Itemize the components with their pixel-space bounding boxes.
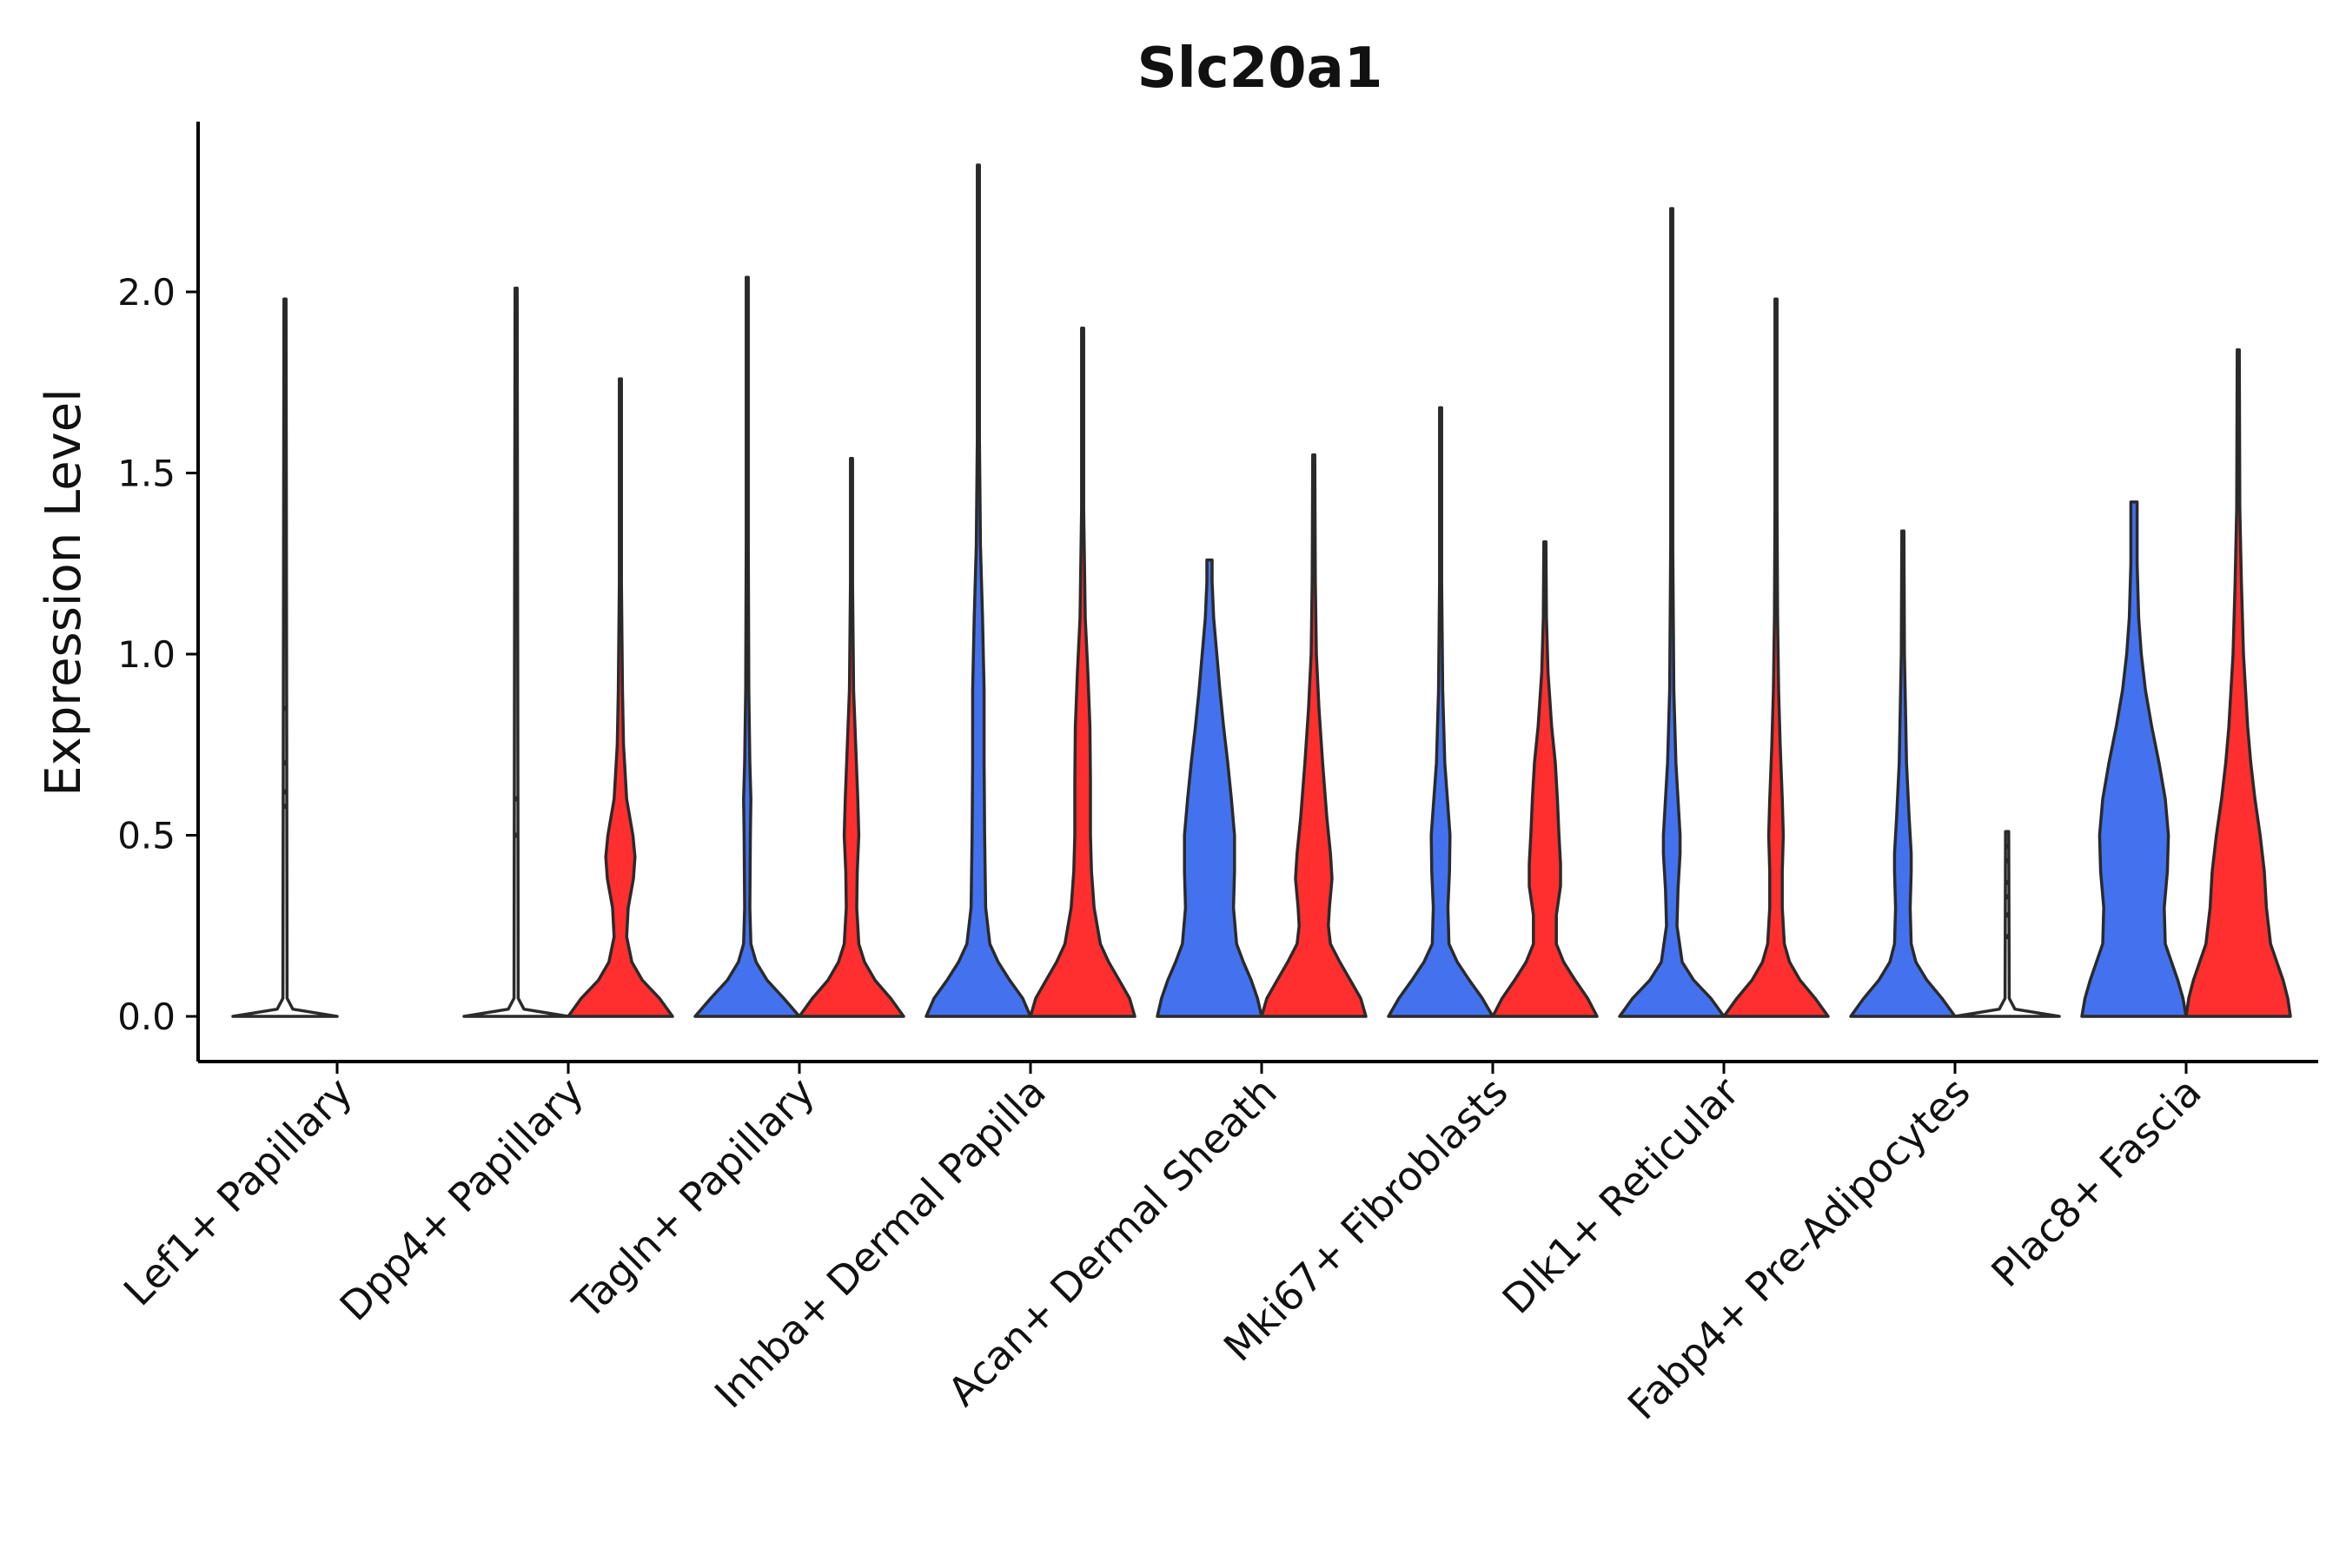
data-point bbox=[282, 705, 288, 711]
chart-title: Slc20a1 bbox=[1137, 36, 1383, 101]
x-tick-label: Lef1+ Papillary bbox=[115, 1068, 361, 1315]
y-tick-label: 0.0 bbox=[117, 996, 176, 1038]
violin-9-group-2 bbox=[2184, 347, 2292, 1018]
violin-shape bbox=[693, 275, 801, 1018]
data-point bbox=[2005, 894, 2010, 900]
data-point bbox=[2005, 857, 2010, 863]
data-point bbox=[514, 796, 519, 802]
x-tick-label: Tagln+ Papillary bbox=[563, 1068, 824, 1329]
violin-shape bbox=[1387, 406, 1494, 1018]
violin-shape bbox=[462, 287, 570, 1018]
violin-shape bbox=[924, 163, 1032, 1018]
violin-7-group-2 bbox=[1722, 297, 1830, 1018]
violin-shape bbox=[2184, 347, 2292, 1018]
violin-8-group-2 bbox=[1953, 830, 2061, 1018]
data-point bbox=[2005, 879, 2010, 885]
data-point bbox=[2005, 934, 2010, 940]
violin-shape bbox=[1029, 326, 1137, 1018]
x-tick-label: Plac8+ Fascia bbox=[1982, 1068, 2210, 1296]
y-tick-label: 0.5 bbox=[117, 815, 176, 857]
violin-shape bbox=[1618, 207, 1726, 1018]
violin-5-group-2 bbox=[1260, 453, 1368, 1018]
violin-shape bbox=[1849, 529, 1957, 1018]
y-tick-label: 1.0 bbox=[117, 633, 176, 676]
violin-1-group-1 bbox=[231, 297, 339, 1018]
violin-3-group-2 bbox=[798, 457, 905, 1018]
violin-2-group-1 bbox=[462, 287, 570, 1018]
axes-layer bbox=[196, 122, 2318, 1063]
violin-shape bbox=[1953, 830, 2061, 1018]
data-point bbox=[2005, 912, 2010, 918]
y-axis-label: Expression Level bbox=[36, 388, 92, 797]
data-point bbox=[282, 760, 288, 766]
y-tick-label: 2.0 bbox=[117, 271, 176, 314]
violin-4-group-2 bbox=[1029, 326, 1137, 1018]
violin-4-group-1 bbox=[924, 163, 1032, 1018]
violin-3-group-1 bbox=[693, 275, 801, 1018]
violin-shape bbox=[1260, 453, 1368, 1018]
violin-shape bbox=[2080, 500, 2188, 1018]
violin-shape bbox=[1722, 297, 1830, 1018]
y-tick-label: 1.5 bbox=[117, 453, 176, 495]
violin-8-group-1 bbox=[1849, 529, 1957, 1018]
x-tick-label: Dlk1+ Reticular bbox=[1494, 1068, 1748, 1323]
violin-2-group-2 bbox=[567, 377, 674, 1018]
data-point bbox=[282, 789, 288, 795]
y-ticks: 0.0 0.5 1.0 1.5 2.0 bbox=[117, 271, 198, 1038]
x-tick-label: Dpp4+ Papillary bbox=[331, 1068, 593, 1330]
violin-shape bbox=[567, 377, 674, 1018]
violin-5-group-1 bbox=[1156, 558, 1263, 1018]
violin-shape bbox=[231, 297, 339, 1018]
violin-9-group-1 bbox=[2080, 500, 2188, 1018]
data-point bbox=[282, 804, 288, 810]
violin-shape bbox=[1156, 558, 1263, 1018]
violins-layer bbox=[231, 163, 2292, 1018]
violin-6-group-1 bbox=[1387, 406, 1494, 1018]
data-point bbox=[514, 832, 519, 838]
data-point bbox=[2005, 844, 2010, 850]
violin-6-group-2 bbox=[1491, 539, 1599, 1018]
violin-7-group-1 bbox=[1618, 207, 1726, 1018]
violin-shape bbox=[798, 457, 905, 1018]
violin-shape bbox=[1491, 539, 1599, 1018]
